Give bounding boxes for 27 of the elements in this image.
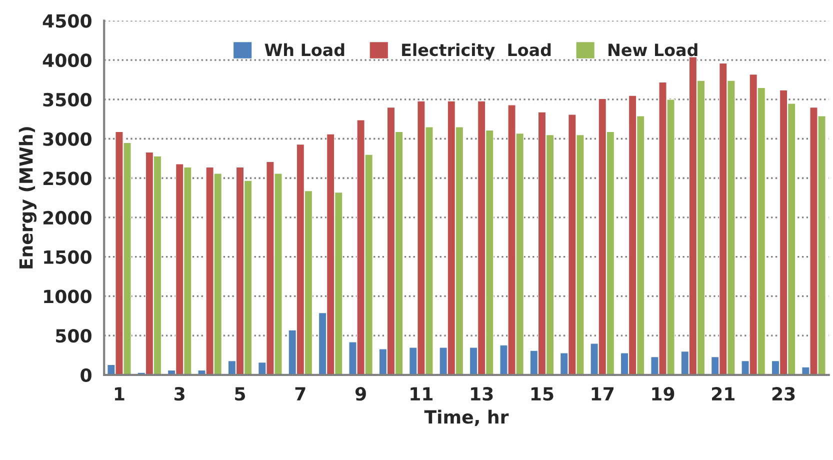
legend-label: Electricity Load (402, 43, 551, 60)
y-tick-label: 4500 (42, 14, 92, 28)
y-tick-label: 1000 (44, 290, 92, 304)
x-tick-label: 13 (471, 387, 493, 401)
legend-label: Wh Load (264, 43, 344, 56)
y-tick-label: 1500 (44, 250, 92, 264)
x-tick-label: 23 (772, 387, 795, 401)
y-tick-label: 500 (56, 329, 92, 343)
y-axis-title: Energy (MWh) (18, 127, 37, 268)
x-tick-label: 19 (652, 387, 674, 401)
y-tick-label: 3500 (43, 92, 92, 107)
x-tick-label: 7 (295, 387, 306, 400)
x-tick-label: 17 (592, 387, 614, 400)
x-tick-label: 9 (355, 387, 366, 401)
x-tick-label: 15 (531, 387, 554, 401)
x-tick-label: 1 (114, 387, 124, 400)
y-tick-label: 0 (80, 368, 92, 382)
x-tick-label: 5 (235, 387, 246, 401)
y-tick-label: 3000 (43, 132, 92, 146)
x-axis-title: Time, hr (424, 410, 509, 426)
x-tick-label: 3 (174, 387, 184, 401)
y-tick-label: 2000 (43, 210, 92, 225)
x-tick-label: 11 (410, 387, 433, 400)
x-tick-label: 21 (712, 387, 734, 400)
y-tick-label: 2500 (43, 172, 92, 186)
y-tick-label: 4000 (42, 54, 92, 68)
legend-label: New Load (608, 43, 698, 56)
